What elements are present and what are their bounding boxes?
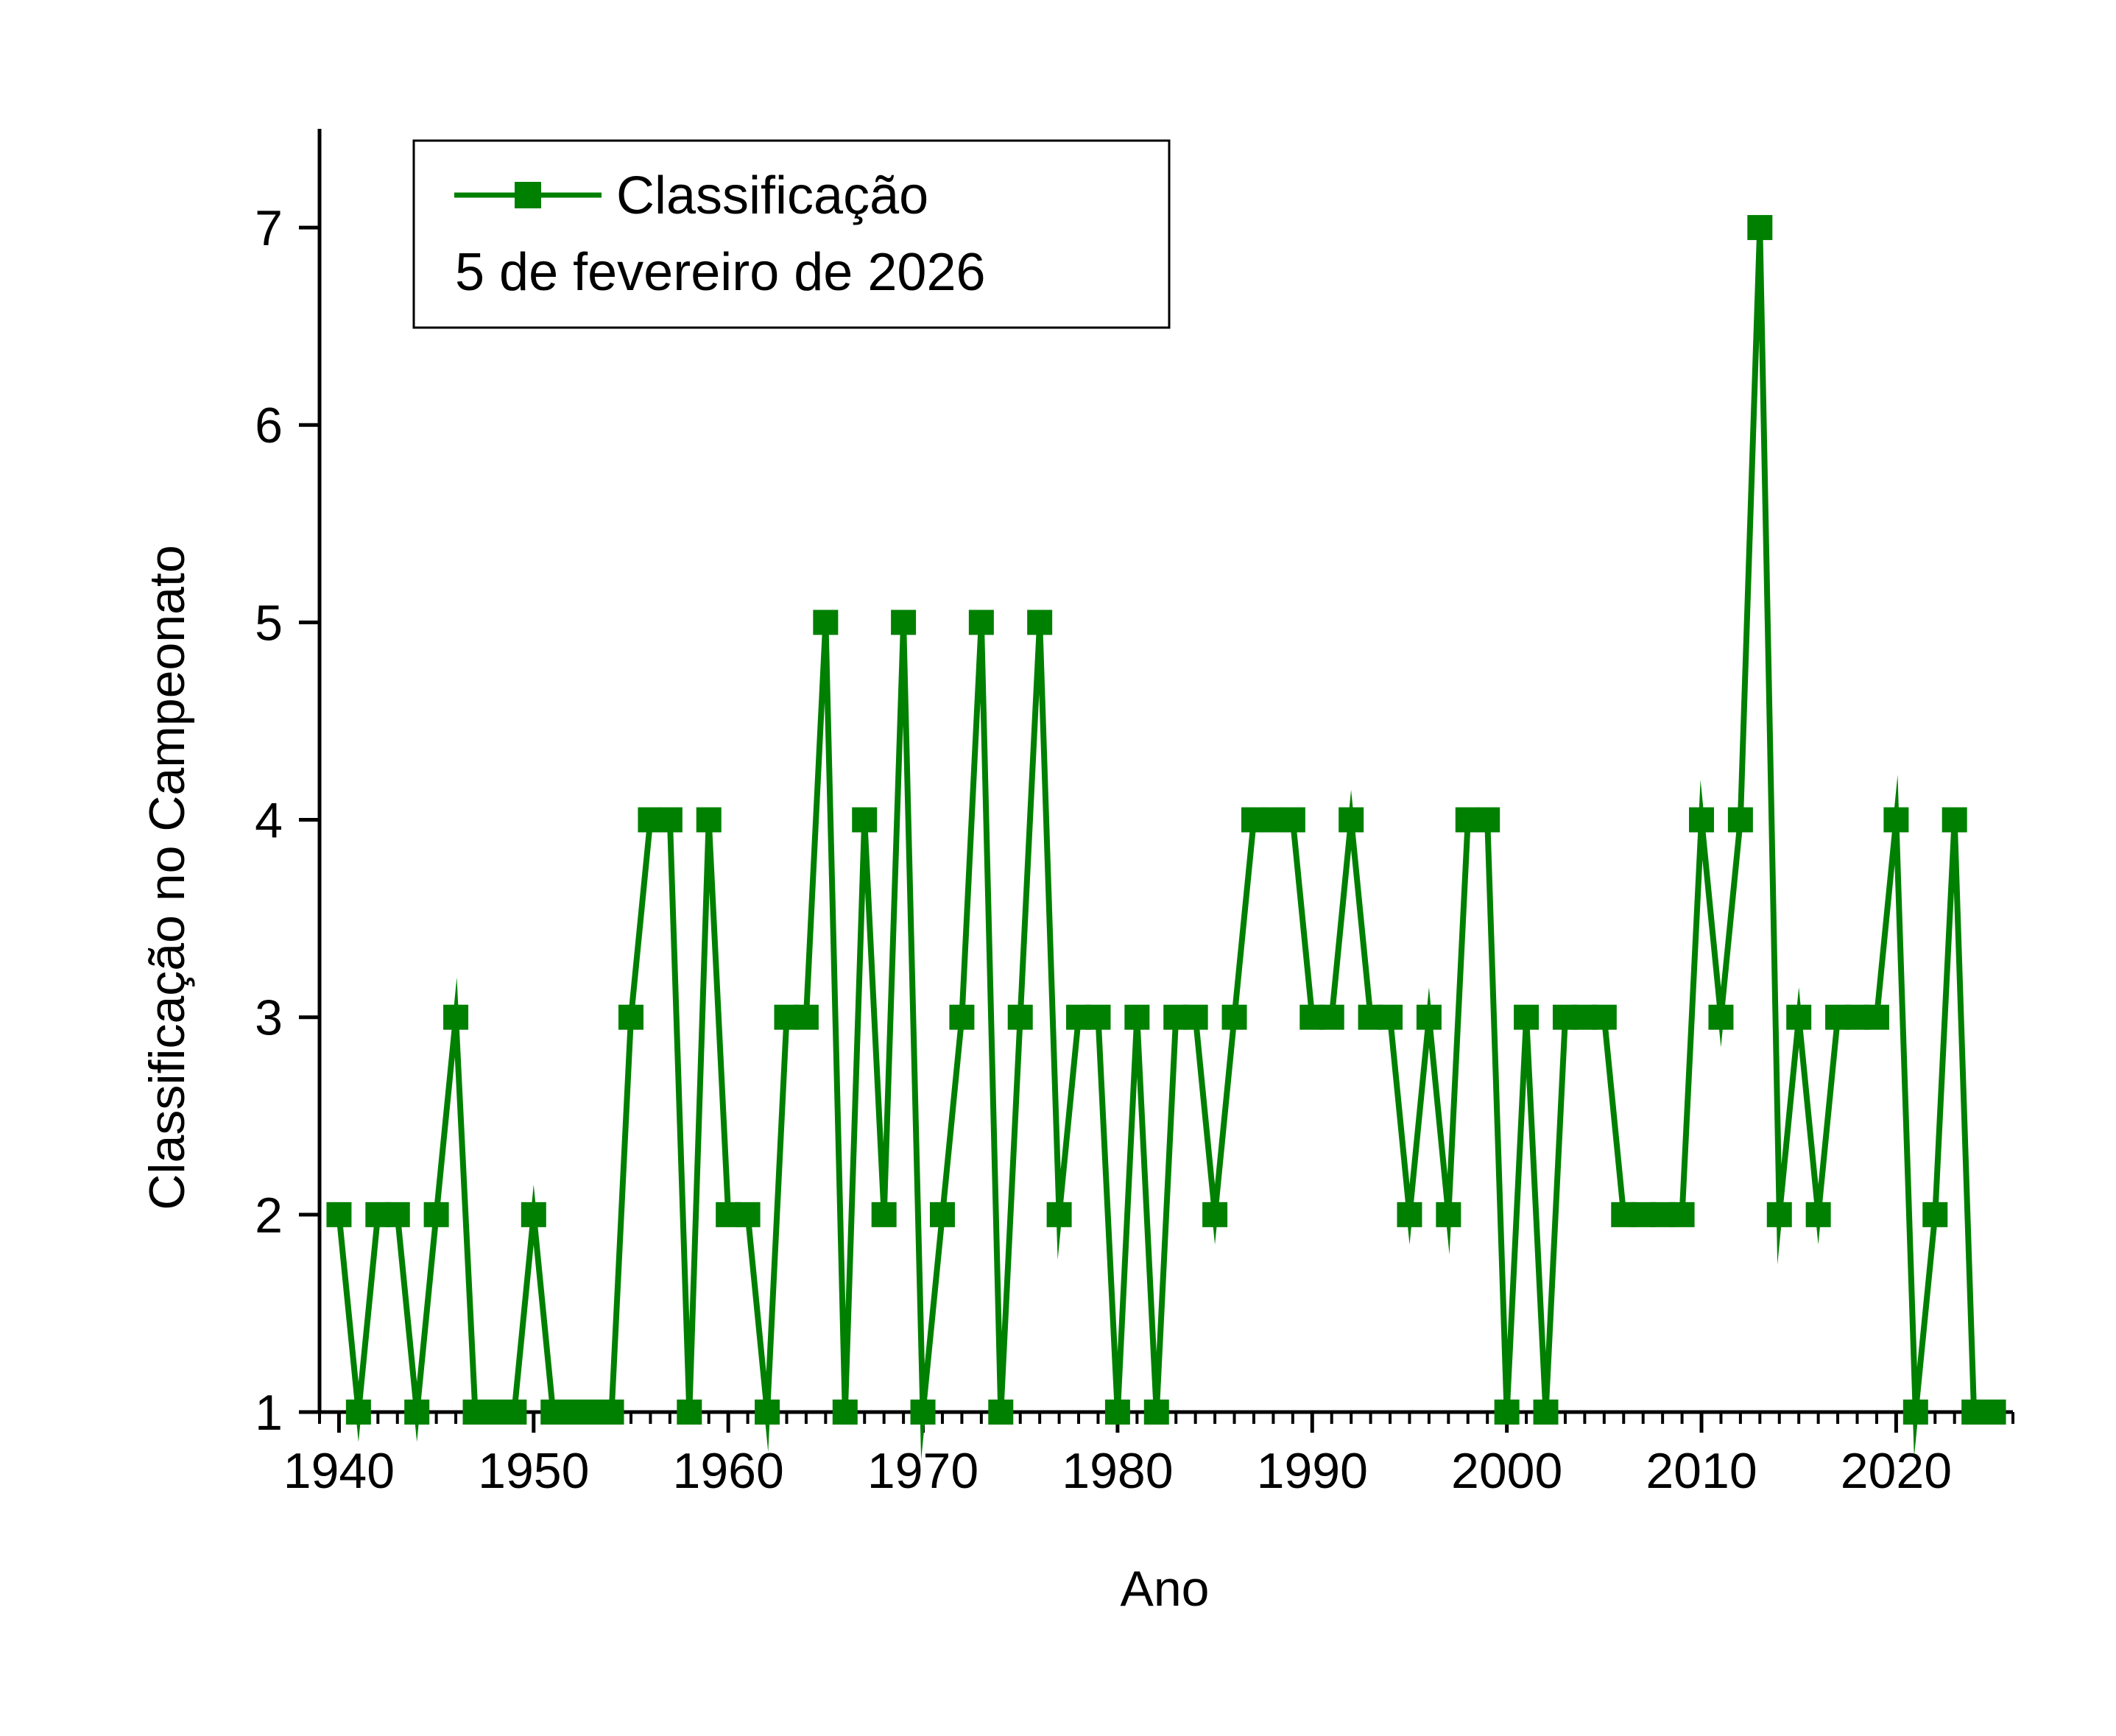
data-point-marker xyxy=(1280,807,1305,833)
y-tick-label: 2 xyxy=(255,1188,283,1243)
data-point-marker xyxy=(384,1202,410,1227)
data-point-marker xyxy=(423,1202,449,1227)
data-point-marker xyxy=(1883,807,1909,833)
legend-marker-sample xyxy=(515,182,541,208)
data-point-marker xyxy=(1143,1400,1169,1425)
x-axis-label: Ano xyxy=(1121,1561,1210,1617)
data-point-marker xyxy=(1922,1202,1948,1227)
x-tick-label: 1940 xyxy=(283,1443,395,1499)
y-tick-label: 5 xyxy=(255,595,283,651)
legend-series-label: Classificação xyxy=(616,166,928,225)
data-point-marker xyxy=(1202,1202,1228,1227)
data-point-marker xyxy=(832,1400,858,1425)
x-ticks: 1940 1950 1960 1970 1980 1990 2000 2010 2020 xyxy=(283,1412,2014,1499)
legend: Classificação 5 de fevereiro de 2026 xyxy=(412,139,1171,329)
y-axis-label: Classificação no Campeonato xyxy=(139,545,195,1210)
data-point-marker xyxy=(1475,807,1500,833)
data-point-marker xyxy=(1689,807,1715,833)
data-point-marker xyxy=(968,610,994,635)
data-point-marker xyxy=(1805,1202,1831,1227)
y-tick-label: 3 xyxy=(255,990,283,1046)
data-point-marker xyxy=(1397,1202,1422,1227)
data-point-marker xyxy=(1902,1400,1928,1425)
x-tick-label: 1950 xyxy=(478,1443,589,1499)
data-point-marker xyxy=(1182,1004,1208,1030)
y-ticks: 1 2 3 4 5 6 7 xyxy=(255,200,320,1441)
data-point-marker xyxy=(1007,1004,1033,1030)
data-point-marker xyxy=(1416,1004,1442,1030)
series-line xyxy=(336,227,1994,1460)
x-tick-label: 2000 xyxy=(1451,1443,1562,1499)
data-point-marker xyxy=(910,1400,936,1425)
legend-note: 5 de fevereiro de 2026 xyxy=(455,243,986,302)
data-point-marker xyxy=(1339,807,1364,833)
data-point-marker xyxy=(1747,215,1773,241)
y-tick-label: 6 xyxy=(255,398,283,454)
data-point-marker xyxy=(852,807,878,833)
series xyxy=(326,215,2006,1460)
data-point-marker xyxy=(1124,1004,1150,1030)
data-point-marker xyxy=(1786,1004,1812,1030)
data-point-marker xyxy=(521,1202,546,1227)
y-tick-label: 1 xyxy=(255,1385,283,1441)
data-point-marker xyxy=(1027,610,1053,635)
x-tick-label: 2010 xyxy=(1646,1443,1757,1499)
x-tick-label: 1970 xyxy=(867,1443,978,1499)
data-point-marker xyxy=(1085,1004,1111,1030)
data-point-marker xyxy=(443,1004,469,1030)
data-point-marker xyxy=(793,1004,819,1030)
data-point-marker xyxy=(1863,1004,1889,1030)
data-point-marker xyxy=(599,1400,624,1425)
legend-box xyxy=(412,139,1171,329)
data-point-marker xyxy=(929,1202,955,1227)
y-tick-label: 4 xyxy=(255,793,283,849)
x-tick-label: 1980 xyxy=(1062,1443,1173,1499)
data-point-marker xyxy=(1981,1400,2006,1425)
data-point-marker xyxy=(677,1400,702,1425)
x-tick-label: 1990 xyxy=(1257,1443,1368,1499)
data-point-marker xyxy=(949,1004,975,1030)
x-tick-label: 2020 xyxy=(1841,1443,1952,1499)
data-point-marker xyxy=(404,1400,430,1425)
data-point-marker xyxy=(1727,807,1753,833)
data-point-marker xyxy=(1591,1004,1617,1030)
data-point-marker xyxy=(891,610,917,635)
data-point-marker xyxy=(1708,1004,1734,1030)
data-point-marker xyxy=(871,1202,897,1227)
data-point-marker xyxy=(657,807,683,833)
data-point-marker xyxy=(1436,1202,1461,1227)
x-tick-label: 1960 xyxy=(673,1443,784,1499)
data-point-marker xyxy=(1319,1004,1344,1030)
data-point-marker xyxy=(1104,1400,1130,1425)
data-point-marker xyxy=(326,1202,352,1227)
data-point-marker xyxy=(1669,1202,1695,1227)
data-point-marker xyxy=(618,1004,643,1030)
data-point-marker xyxy=(1046,1202,1072,1227)
data-point-marker xyxy=(696,807,722,833)
data-point-marker xyxy=(1221,1004,1247,1030)
data-point-marker xyxy=(1766,1202,1792,1227)
axes: 1940 1950 1960 1970 1980 1990 2000 2010 2020 1 2 3… xyxy=(255,129,2014,1499)
data-point-marker xyxy=(1942,807,1967,833)
data-point-marker xyxy=(755,1400,780,1425)
data-point-marker xyxy=(735,1202,761,1227)
data-point-marker xyxy=(813,610,839,635)
data-point-marker xyxy=(988,1400,1014,1425)
data-point-marker xyxy=(1494,1400,1520,1425)
data-point-marker xyxy=(1533,1400,1559,1425)
data-point-marker xyxy=(1378,1004,1403,1030)
data-point-marker xyxy=(345,1400,371,1425)
data-point-marker xyxy=(1514,1004,1540,1030)
y-tick-label: 7 xyxy=(255,200,283,256)
data-point-marker xyxy=(501,1400,527,1425)
